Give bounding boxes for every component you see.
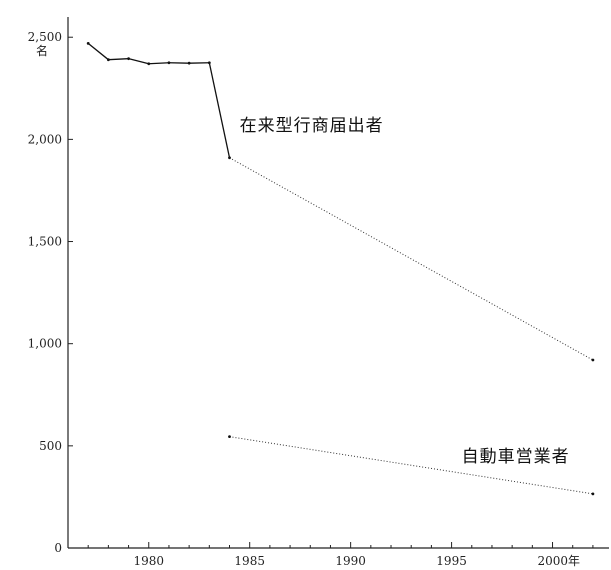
x-tick-label: 1995 [436,554,467,568]
data-point [127,57,130,61]
y-ticks: 0 500 1,000 1,500 2,000 2,500 [28,30,73,555]
y-tick-label: 500 [39,439,62,453]
series-label-motor-vehicle-vendors: 自動車営業者 [462,447,570,467]
series-segment [229,157,594,361]
series-segment [108,58,129,61]
series-1 [228,435,595,496]
series-label-traditional-peddlers: 在来型行商届出者 [240,116,384,136]
axes [67,17,609,549]
y-tick-label: 1,500 [28,235,62,249]
y-tick-label: 2,500 [28,30,62,44]
y-unit-label: 名 [36,43,48,58]
x-ticks: 1980 1985 1990 1995 2000年 [87,542,594,568]
data-point [228,435,231,439]
x-tick-label: 1990 [335,554,366,568]
y-tick-label: 0 [54,541,62,555]
data-point [187,61,191,65]
series-segment [128,58,149,65]
series-segment [148,62,169,65]
data-point [167,61,171,65]
data-point [207,61,211,65]
data-point [228,156,231,160]
series-segment [229,436,593,495]
data-point [86,41,90,45]
data-point [591,492,595,496]
x-tick-label: 1980 [133,554,164,568]
y-tick-label: 2,000 [28,132,62,146]
data-point [147,62,151,66]
series-segment [208,62,231,158]
series-layer [86,41,595,496]
x-tick-label: 1985 [234,554,265,568]
y-tick-label: 1,000 [28,337,62,351]
series-0 [86,41,595,362]
data-point [591,358,595,362]
series-segment [87,42,109,61]
data-point [106,58,110,62]
x-tick-label: 2000年 [538,554,581,568]
